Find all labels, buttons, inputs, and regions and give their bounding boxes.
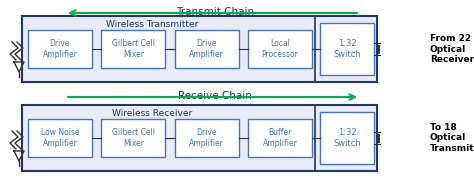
Text: Drive
Amplifier: Drive Amplifier	[189, 128, 224, 148]
Text: Low Noise
Amplifier: Low Noise Amplifier	[41, 128, 79, 148]
Text: From 22
Optical
Receivers: From 22 Optical Receivers	[430, 34, 474, 64]
Bar	[22, 16, 377, 82]
Text: Buffer
Amplifier: Buffer Amplifier	[263, 128, 298, 148]
Text: 1:32
Switch: 1:32 Switch	[333, 39, 361, 59]
Text: Gilbert Cell
Mixer: Gilbert Cell Mixer	[112, 39, 155, 59]
Bar	[22, 105, 377, 171]
Text: To 18
Optical
Transmitters: To 18 Optical Transmitters	[430, 123, 474, 153]
Text: Local
Processor: Local Processor	[262, 39, 299, 59]
Text: Gilbert Cell
Mixer: Gilbert Cell Mixer	[112, 128, 155, 148]
Text: Wireless Transmitter: Wireless Transmitter	[106, 19, 198, 28]
Bar	[28, 119, 92, 157]
Text: Drive
Amplifier: Drive Amplifier	[43, 39, 77, 59]
Bar	[101, 30, 165, 68]
Text: Receive Chain: Receive Chain	[178, 91, 252, 101]
Bar	[28, 30, 92, 68]
Text: Transmit Chain: Transmit Chain	[176, 7, 254, 17]
Bar	[174, 119, 239, 157]
Bar	[101, 119, 165, 157]
Text: 1:32
Switch: 1:32 Switch	[333, 128, 361, 148]
Bar	[248, 119, 312, 157]
Bar	[174, 30, 239, 68]
Text: Wireless Receiver: Wireless Receiver	[112, 108, 192, 117]
Bar	[320, 112, 374, 164]
Text: Drive
Amplifier: Drive Amplifier	[189, 39, 224, 59]
Bar	[320, 23, 374, 75]
Bar	[248, 30, 312, 68]
